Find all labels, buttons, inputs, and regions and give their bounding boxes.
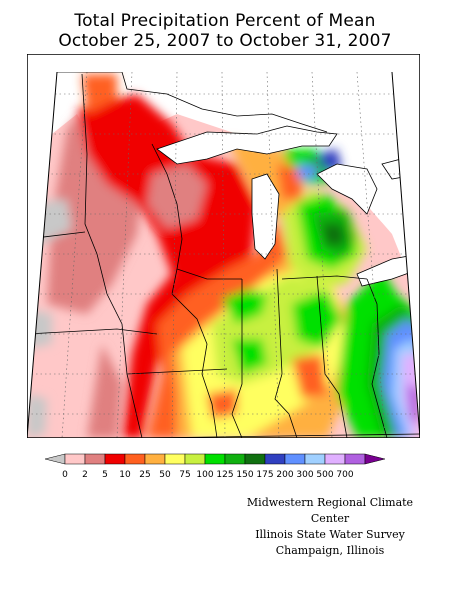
title-line-1: Total Precipitation Percent of Mean bbox=[74, 11, 376, 31]
legend-arrow-low bbox=[44, 453, 66, 465]
legend-swatch bbox=[284, 453, 306, 465]
fields-blurred bbox=[27, 74, 420, 438]
legend-label: 0 bbox=[62, 470, 68, 480]
credits-line-3: Champaign, Illinois bbox=[275, 544, 385, 557]
legend-label: 50 bbox=[159, 470, 171, 480]
legend-swatch bbox=[344, 453, 366, 465]
legend-bar bbox=[44, 453, 386, 465]
legend-swatch bbox=[264, 453, 286, 465]
legend-swatch bbox=[244, 453, 266, 465]
map-frame bbox=[27, 54, 420, 438]
legend-labels: 0 2 5 10 25 50 75 100 125 150 175 200 300 500 700 bbox=[62, 470, 354, 480]
legend-label: 175 bbox=[256, 470, 273, 480]
legend-swatch bbox=[84, 453, 106, 465]
legend-label: 150 bbox=[236, 470, 253, 480]
legend-label: 25 bbox=[139, 470, 150, 480]
canada-border bbox=[57, 72, 328, 133]
legend-swatch bbox=[184, 453, 206, 465]
legend-swatch bbox=[144, 453, 166, 465]
credits-line-1: Midwestern Regional Climate Center bbox=[246, 496, 414, 525]
map-title: Total Precipitation Percent of Mean Octo… bbox=[0, 11, 450, 51]
lakes bbox=[156, 125, 420, 287]
legend-label: 700 bbox=[336, 470, 353, 480]
color-legend: 0 2 5 10 25 50 75 100 125 150 175 200 300 500 700 bbox=[44, 453, 386, 480]
legend-swatch bbox=[324, 453, 346, 465]
credits-line-2: Illinois State Water Survey bbox=[255, 528, 405, 541]
legend-label: 100 bbox=[196, 470, 213, 480]
credits: Midwestern Regional Climate Center Illin… bbox=[230, 495, 430, 559]
legend-label: 2 bbox=[82, 470, 88, 480]
legend-swatch bbox=[224, 453, 246, 465]
legend-label: 200 bbox=[276, 470, 293, 480]
legend-swatch bbox=[104, 453, 126, 465]
legend-label: 300 bbox=[296, 470, 313, 480]
legend-arrow-high bbox=[364, 453, 386, 465]
legend-swatch bbox=[304, 453, 326, 465]
legend-swatch bbox=[124, 453, 146, 465]
legend-label: 5 bbox=[102, 470, 108, 480]
legend-label: 75 bbox=[179, 470, 190, 480]
precipitation-map bbox=[27, 54, 420, 438]
state-boundaries bbox=[27, 73, 420, 438]
legend-label: 10 bbox=[119, 470, 131, 480]
legend-swatch bbox=[204, 453, 226, 465]
title-line-2: October 25, 2007 to October 31, 2007 bbox=[58, 31, 392, 51]
legend-swatch bbox=[64, 453, 86, 465]
legend-swatch bbox=[164, 453, 186, 465]
legend-label: 125 bbox=[216, 470, 233, 480]
lat-lon-grid bbox=[27, 72, 420, 438]
legend-label: 500 bbox=[316, 470, 333, 480]
